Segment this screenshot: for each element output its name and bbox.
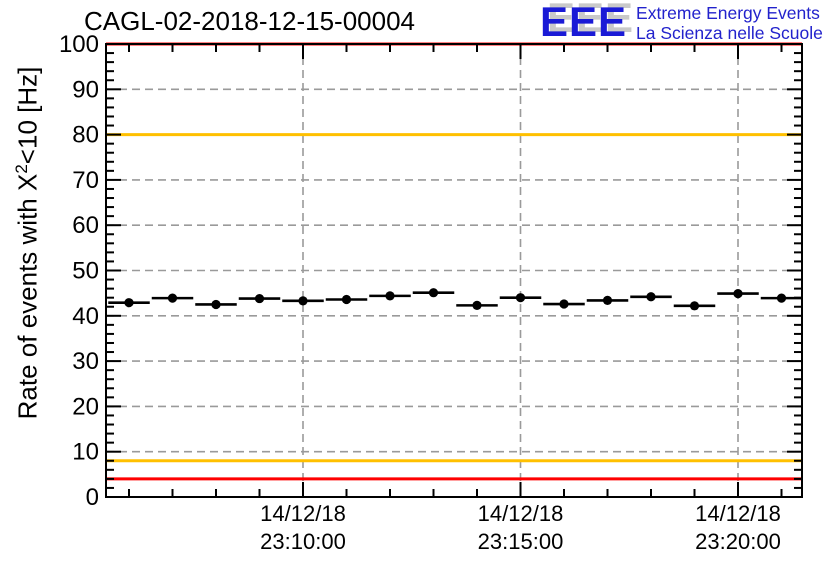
data-point [559,299,569,309]
data-point [602,295,613,305]
y-axis-title-pre: Rate of events with X [12,173,43,420]
data-point [167,293,178,303]
x-tick-date: 14/12/18 [260,501,346,526]
y-tick-label: 40 [72,303,99,330]
data-point [385,291,395,301]
y-tick-label: 70 [72,167,99,194]
x-tick-time: 23:20:00 [695,529,781,554]
x-tick-time: 23:10:00 [260,529,346,554]
eee-logo-line1: Extreme Energy Events [636,3,820,23]
eee-logo-acronym: EEE [540,0,628,45]
data-point [254,293,265,304]
data-point [689,301,700,311]
y-axis-title-sup: 2 [12,164,31,174]
eee-logo-line2: La Scienza nelle Scuole [636,23,823,43]
y-axis-title-post: <10 [Hz] [12,66,43,165]
y-tick-label: 100 [59,31,99,58]
y-tick-label: 0 [86,484,99,511]
y-axis-title: Rate of events with X2<10 [Hz] [7,17,43,469]
data-point [472,300,482,310]
data-point [124,298,134,308]
y-tick-label: 80 [72,122,99,149]
x-tick-date: 14/12/18 [695,501,781,526]
data-point [341,294,352,305]
data-point [733,289,743,299]
y-tick-label: 20 [72,393,99,420]
y-tick-label: 50 [72,258,99,285]
data-point [428,288,439,298]
y-tick-label: 10 [72,439,99,466]
x-tick-date: 14/12/18 [478,501,564,526]
eee-logo-text: Extreme Energy Events La Scienza nelle S… [636,1,823,43]
plot-title: CAGL-02-2018-12-15-00004 [84,6,415,36]
data-point [211,299,221,310]
y-tick-label: 30 [72,348,99,375]
y-tick-label: 90 [72,76,99,103]
data-point [646,292,656,302]
x-tick-time: 23:15:00 [478,529,564,554]
y-tick-label: 60 [72,212,99,239]
data-point [298,296,308,306]
data-point [515,293,526,303]
eee-logo: EEE Extreme Energy Events La Scienza nel… [540,0,823,45]
data-point [776,293,787,303]
